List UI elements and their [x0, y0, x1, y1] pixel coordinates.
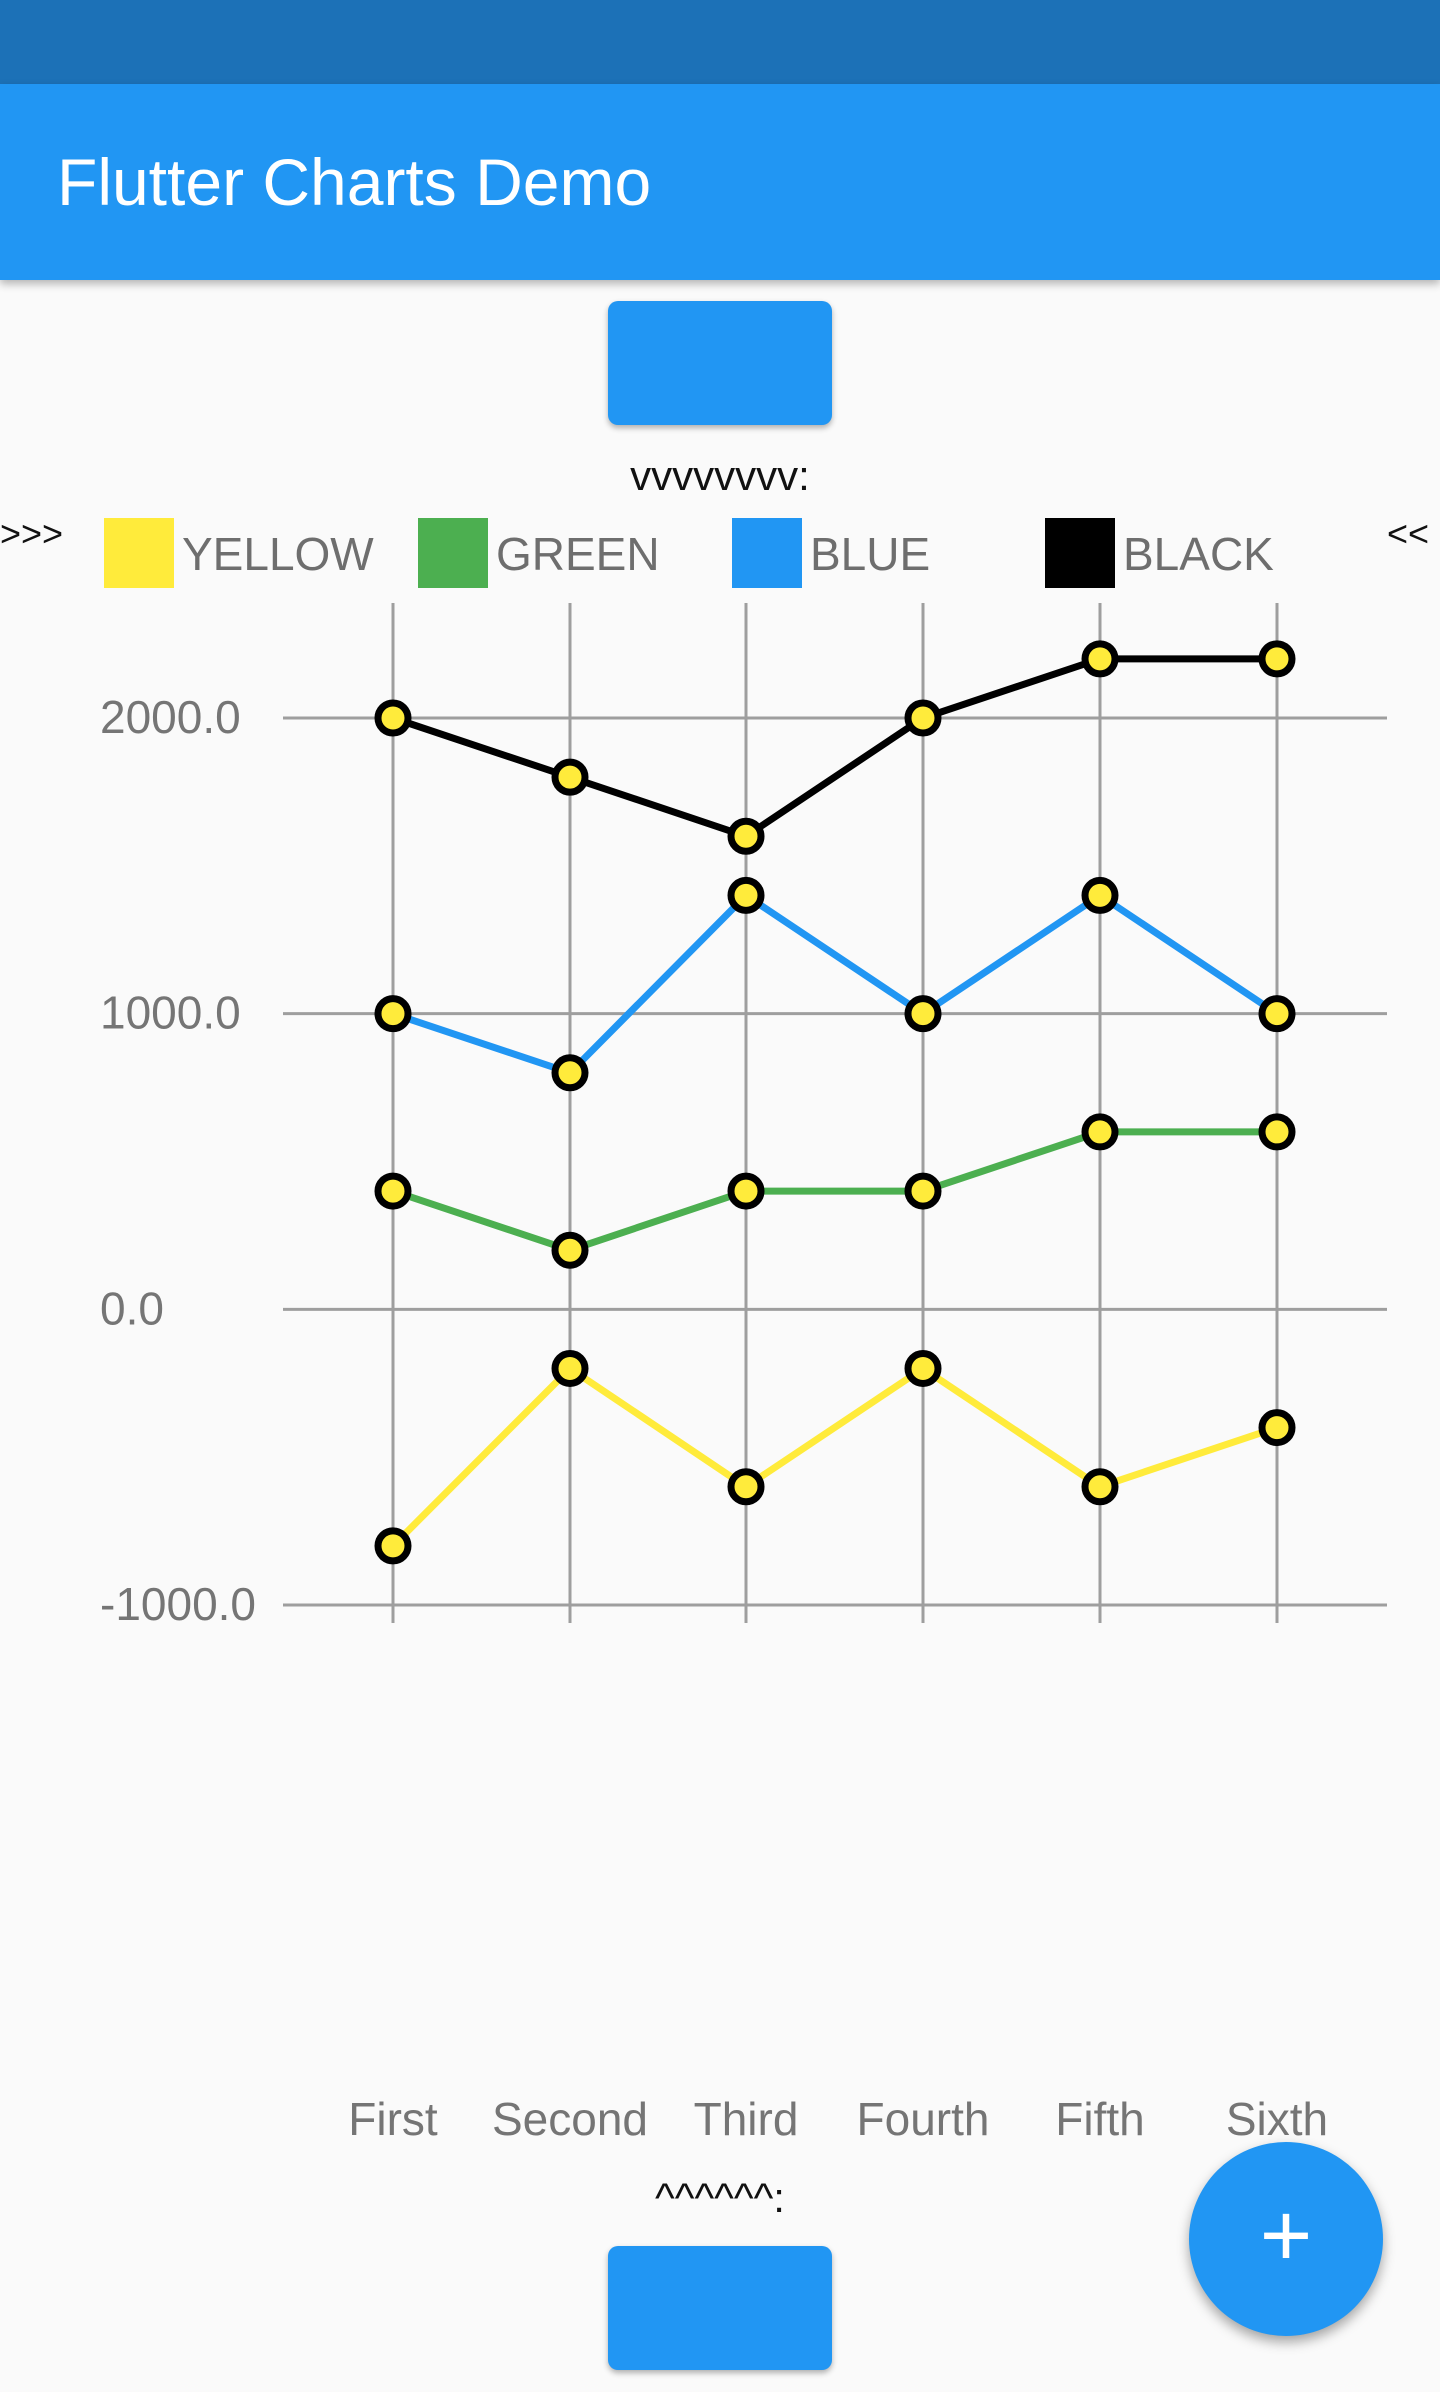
line-chart: >>> << YELLOW GREEN BLUE BLACK 2000.0 1000.0 0.…	[0, 513, 1429, 2145]
data-point-yellow	[551, 1349, 589, 1387]
data-point-green	[1258, 1113, 1296, 1151]
data-point-blue	[374, 995, 412, 1033]
data-point-yellow	[1258, 1409, 1296, 1447]
data-point-black	[1258, 640, 1296, 678]
x-tick-label: First	[348, 2093, 438, 2145]
legend-swatch-blue	[732, 518, 802, 588]
data-point-yellow	[1081, 1468, 1119, 1506]
page-title: Flutter Charts Demo	[57, 145, 652, 219]
x-tick-label: Second	[492, 2093, 648, 2145]
data-point-yellow	[374, 1527, 412, 1565]
legend: >>> << YELLOW GREEN BLUE BLACK	[0, 513, 1429, 588]
x-tick-label: Third	[694, 2093, 799, 2145]
series-line-blue	[391, 890, 1279, 1077]
data-point-green	[904, 1172, 942, 1210]
data-point-black	[374, 699, 412, 737]
data-point-black	[904, 699, 942, 737]
legend-label-yellow: YELLOW	[182, 528, 374, 580]
add-button[interactable]: +	[1189, 2142, 1383, 2336]
grid	[283, 603, 1387, 1623]
y-tick-label: -1000.0	[100, 1578, 256, 1630]
data-point-yellow	[727, 1468, 765, 1506]
legend-label-black: BLACK	[1123, 528, 1274, 580]
data-point-black	[727, 817, 765, 855]
legend-label-blue: BLUE	[810, 528, 930, 580]
top-note: vvvvvvvv:	[630, 452, 810, 499]
data-point-blue	[551, 1054, 589, 1092]
axes: 2000.0 1000.0 0.0 -1000.0 First Second Third Fo…	[100, 691, 1328, 2145]
bottom-button[interactable]	[608, 2246, 832, 2370]
data-point-blue	[1258, 995, 1296, 1033]
data-point-green	[727, 1172, 765, 1210]
data-point-blue	[904, 995, 942, 1033]
x-tick-label: Sixth	[1226, 2093, 1328, 2145]
data-point-blue	[727, 876, 765, 914]
x-tick-label: Fourth	[857, 2093, 990, 2145]
y-tick-label: 0.0	[100, 1282, 164, 1334]
y-tick-label: 2000.0	[100, 691, 241, 743]
series	[390, 655, 1279, 1549]
bottom-note: ^^^^^^:	[655, 2174, 785, 2221]
data-point-yellow	[904, 1349, 942, 1387]
legend-right-marker: <<	[1387, 513, 1429, 554]
points	[374, 640, 1296, 1565]
data-point-black	[1081, 640, 1119, 678]
data-point-black	[551, 758, 589, 796]
legend-swatch-black	[1045, 518, 1115, 588]
top-button[interactable]	[608, 301, 832, 425]
data-point-green	[374, 1172, 412, 1210]
series-line-green	[391, 1128, 1277, 1254]
app-bar: Flutter Charts Demo	[0, 84, 1440, 280]
legend-swatch-yellow	[104, 518, 174, 588]
x-tick-label: Fifth	[1055, 2093, 1144, 2145]
legend-label-green: GREEN	[496, 528, 660, 580]
data-point-green	[551, 1231, 589, 1269]
y-tick-label: 1000.0	[100, 987, 241, 1039]
legend-swatch-green	[418, 518, 488, 588]
data-point-blue	[1081, 876, 1119, 914]
plus-icon: +	[1259, 2186, 1313, 2286]
series-line-black	[391, 655, 1277, 841]
status-bar	[0, 0, 1440, 84]
legend-left-marker: >>>	[0, 513, 63, 554]
data-point-green	[1081, 1113, 1119, 1151]
series-line-yellow	[390, 1363, 1279, 1549]
